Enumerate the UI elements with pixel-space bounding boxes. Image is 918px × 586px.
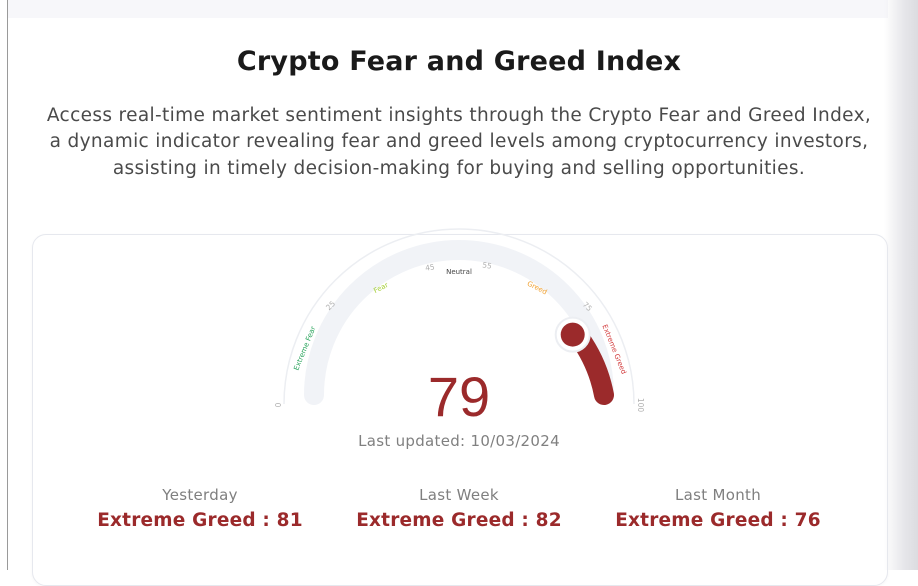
top-strip: [8, 0, 888, 18]
sentiment-gauge: 0 25 45 55 75 100 Extreme Fear Fear Neut…: [274, 228, 645, 413]
gauge-pointer: [560, 322, 585, 347]
history-yesterday: Yesterday Extreme Greed : 81: [70, 486, 330, 531]
history-label: Last Week: [419, 486, 499, 504]
history-value: Extreme Greed : 76: [615, 510, 821, 531]
history-label: Yesterday: [162, 486, 238, 504]
gauge-tick-45: 45: [425, 262, 436, 272]
history-value: Extreme Greed : 82: [356, 510, 562, 531]
window-left-border: [7, 0, 8, 570]
history-last-month: Last Month Extreme Greed : 76: [588, 486, 848, 531]
page-title: Crypto Fear and Greed Index: [236, 46, 682, 78]
gauge-outer-scale: [283, 228, 635, 405]
history-value: Extreme Greed : 81: [97, 510, 303, 531]
index-value: 79: [427, 365, 491, 428]
gauge-min-label: 0: [274, 402, 283, 407]
history-label: Last Month: [674, 486, 762, 504]
page-description: Access real-time market sentiment insigh…: [46, 104, 872, 179]
zone-label-neutral: Neutral: [446, 268, 472, 276]
last-updated: Last updated: 10/03/2024: [358, 432, 560, 450]
history-last-week: Last Week Extreme Greed : 82: [329, 486, 589, 531]
right-edge-shadow: [884, 0, 918, 570]
gauge-tick-55: 55: [482, 260, 493, 270]
gauge-max-label: 100: [636, 398, 645, 413]
